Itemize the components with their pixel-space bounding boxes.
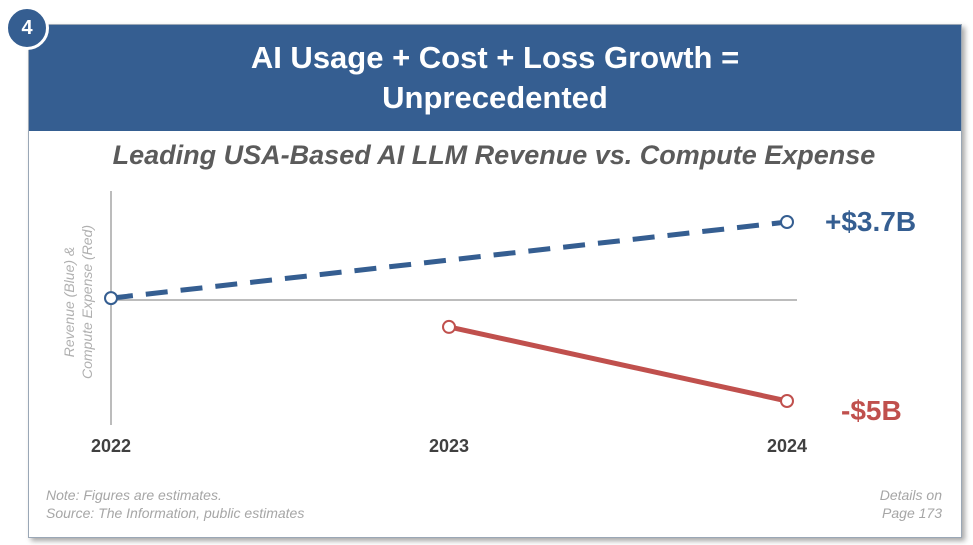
header-title-line1: AI Usage + Cost + Loss Growth =: [250, 40, 740, 75]
details-line1: Details on: [879, 487, 942, 503]
y-axis-label-line1: Revenue (Blue) &: [61, 247, 77, 358]
revenue-end-label: +$3.7B: [825, 206, 916, 237]
compute-expense-point-2024: [780, 394, 794, 408]
revenue-series-line: [110, 219, 788, 301]
x-tick-label-2024: 2024: [767, 436, 807, 456]
header-title-line2: Unprecedented: [382, 80, 608, 115]
compute-expense-end-label: -$5B: [841, 395, 902, 426]
slide-number-badge: 4: [5, 6, 49, 50]
details-reference: Details on Page 173: [880, 486, 942, 522]
x-tick-label-2023: 2023: [429, 436, 469, 456]
footnote-line1: Note: Figures are estimates.: [46, 487, 222, 503]
footnote-line2: Source: The Information, public estimate…: [46, 505, 305, 521]
x-tick-label-2022: 2022: [91, 436, 131, 456]
compute-expense-series-line: [448, 324, 788, 404]
compute-expense-point-2023: [442, 319, 456, 334]
revenue-point-2024: [780, 215, 794, 229]
chart-title: Leading USA-Based AI LLM Revenue vs. Com…: [112, 140, 876, 170]
y-axis-label-line2: Compute Expense (Red): [79, 225, 95, 379]
header-bar: AI Usage + Cost + Loss Growth = Unpreced…: [29, 25, 961, 131]
slide-frame: AI Usage + Cost + Loss Growth = Unpreced…: [28, 24, 962, 538]
details-line2: Page 173: [882, 505, 942, 521]
footnote: Note: Figures are estimates. Source: The…: [46, 486, 304, 522]
revenue-point-2022: [104, 291, 118, 306]
